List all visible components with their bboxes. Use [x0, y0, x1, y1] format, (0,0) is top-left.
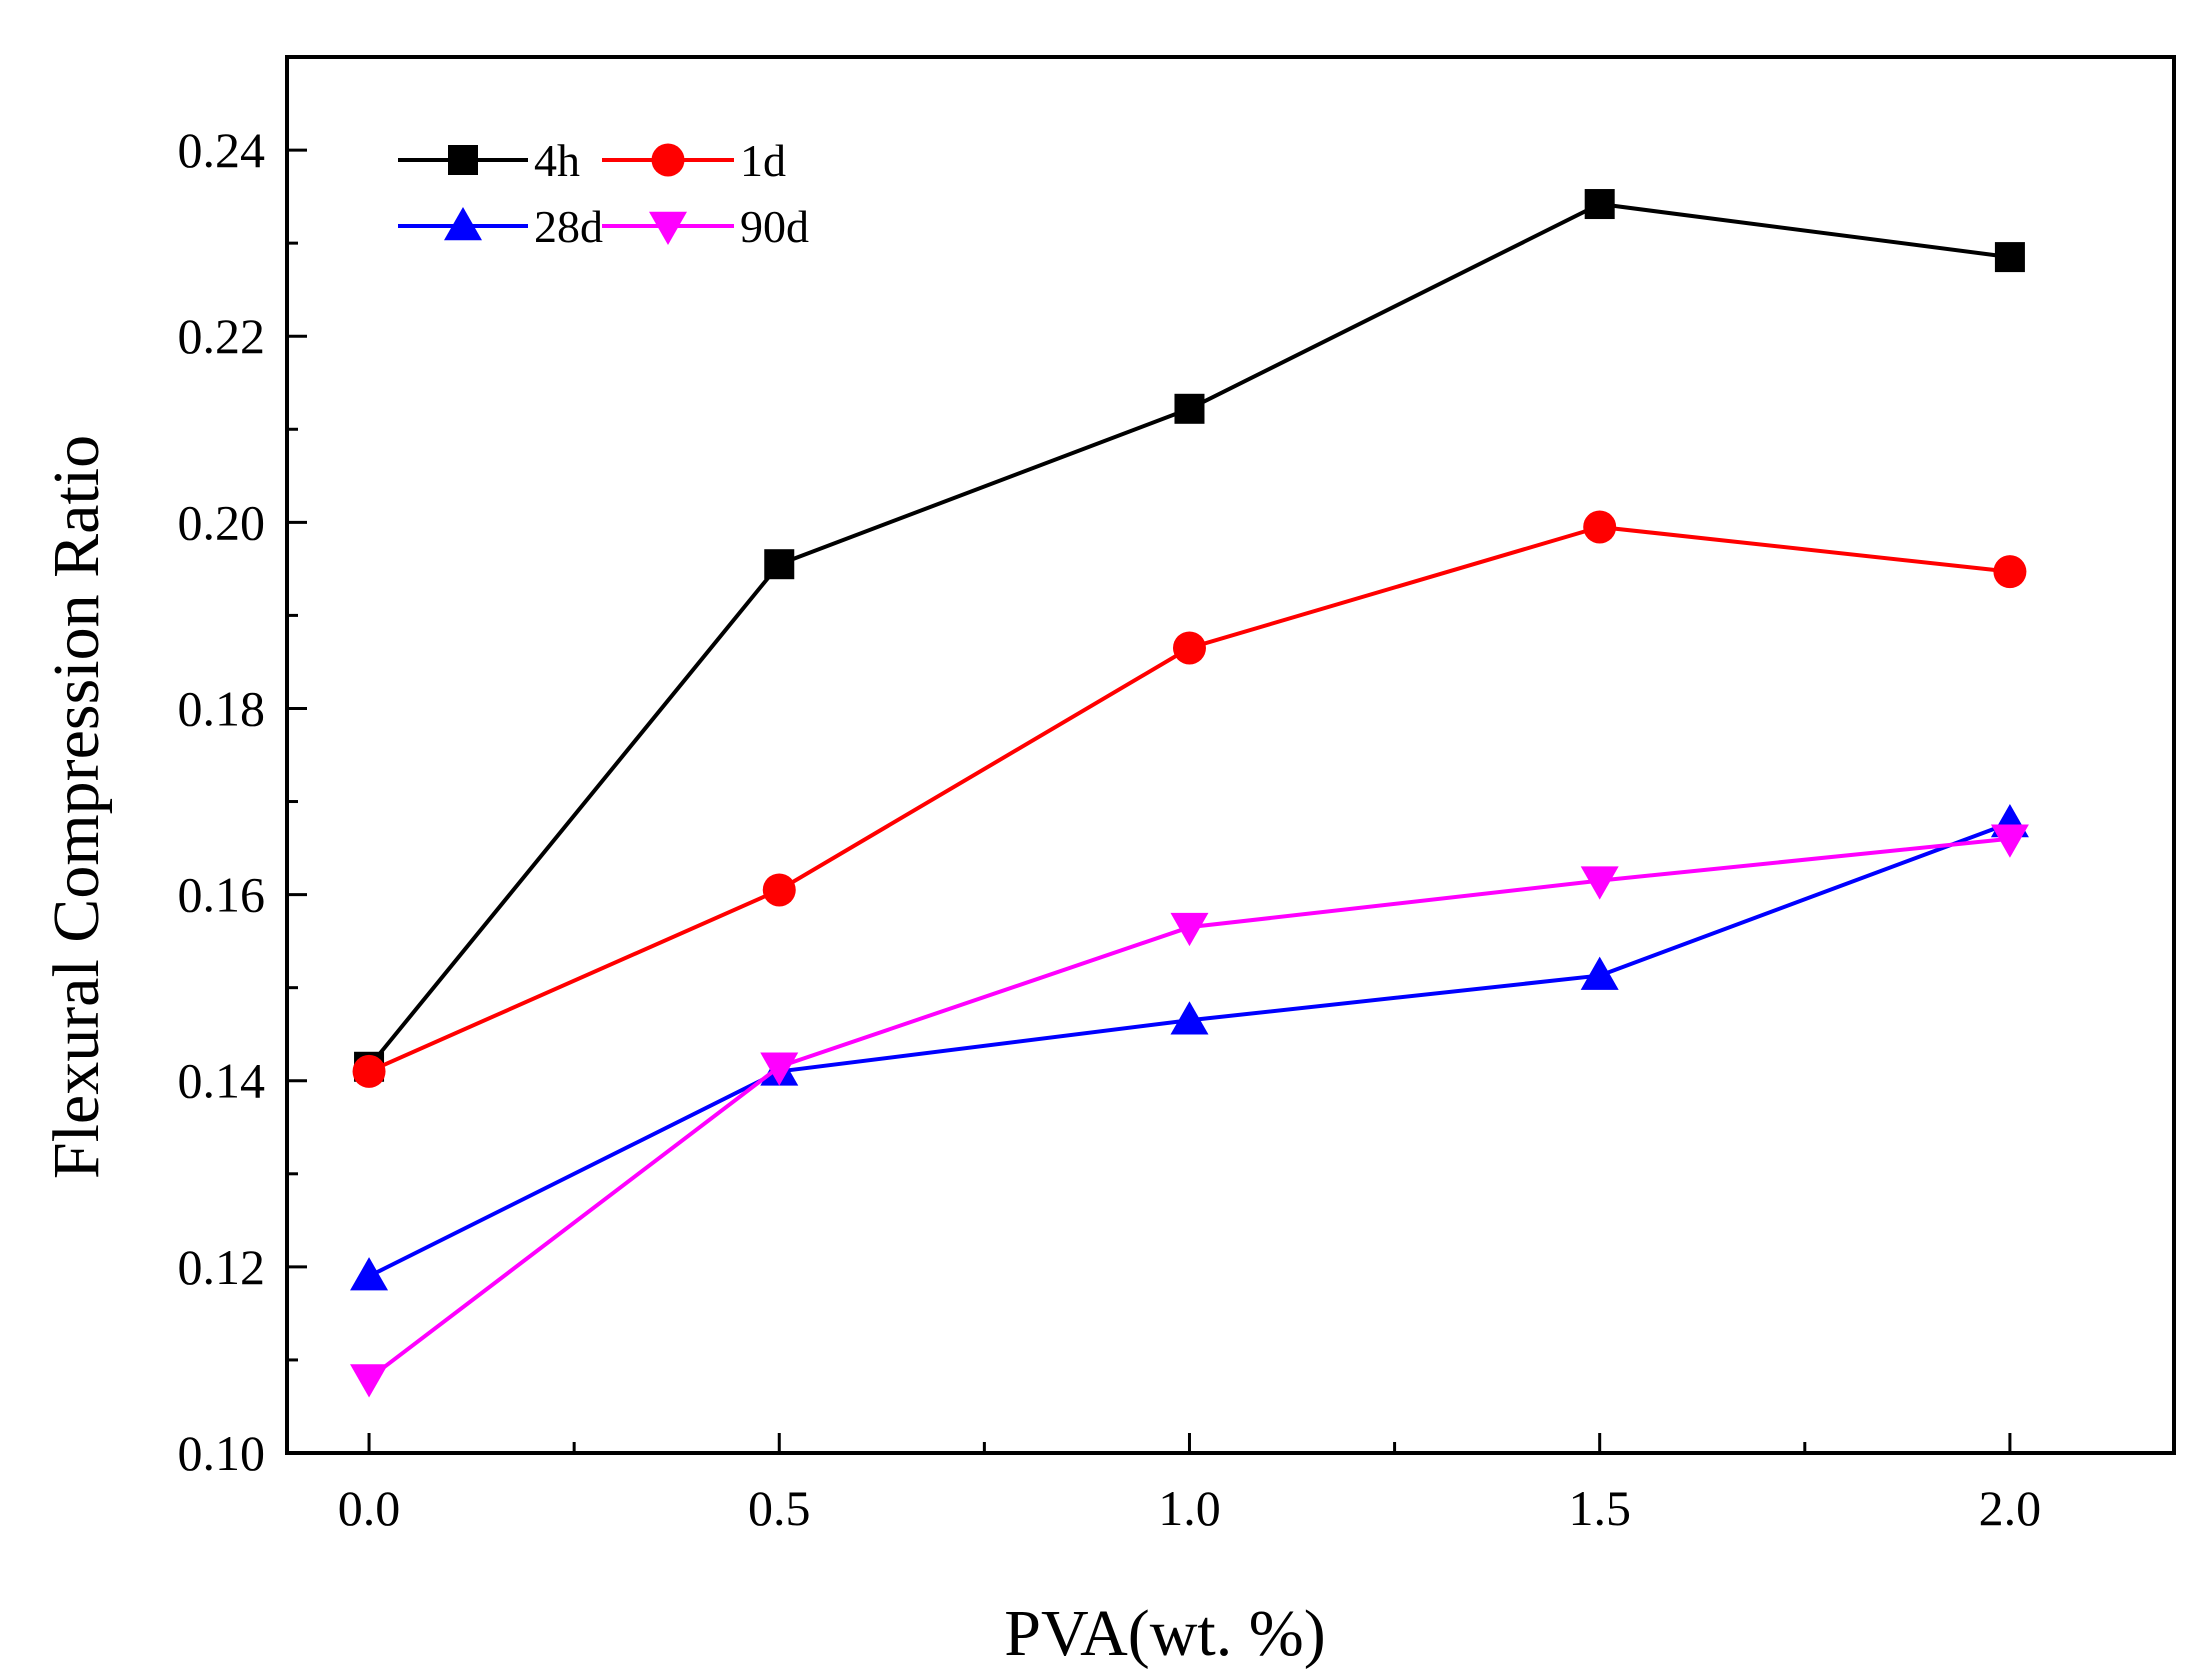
data-point-90d	[350, 1364, 389, 1398]
y-tick-label: 0.20	[178, 494, 266, 550]
data-point-28d	[1170, 1001, 1209, 1035]
data-point-4h	[1994, 242, 2025, 273]
y-axis-title: Flexural Compression Ratio	[40, 435, 113, 1179]
series-layer	[350, 189, 2029, 1398]
legend-item-90d: 90d	[602, 201, 809, 252]
y-tick-label: 0.22	[178, 308, 266, 364]
data-point-90d	[1990, 824, 2029, 858]
data-point-90d	[760, 1052, 799, 1086]
axis-tick-labels: 0.0 0.5 1.0 1.5 2.0 0.10 0.12 0.14 0.16 0.18 0.20 0…	[178, 122, 2042, 1536]
data-point-1d	[1993, 555, 2027, 589]
legend-item-1d: 1d	[602, 135, 786, 186]
y-tick-label: 0.16	[178, 867, 266, 923]
legend-label-90d: 90d	[740, 201, 809, 252]
data-point-28d	[1580, 956, 1619, 990]
series-90d	[350, 824, 2029, 1398]
x-tick-label: 0.0	[338, 1480, 401, 1536]
legend-label-1d: 1d	[740, 135, 786, 186]
data-point-90d	[1580, 866, 1619, 900]
data-point-4h	[764, 549, 795, 580]
series-28d	[350, 803, 2029, 1291]
y-tick-label: 0.18	[178, 680, 266, 736]
legend-marker-4h	[448, 145, 478, 175]
legend-marker-90d	[649, 211, 687, 245]
series-4h	[354, 189, 2025, 1082]
x-tick-label: 0.5	[748, 1480, 811, 1536]
y-tick-label: 0.14	[178, 1053, 266, 1109]
data-point-1d	[1172, 631, 1206, 665]
data-point-4h	[1584, 189, 1615, 220]
legend: 4h 1d 28d 90d	[398, 135, 809, 252]
x-tick-label: 1.5	[1568, 1480, 1631, 1536]
legend-label-4h: 4h	[534, 135, 580, 186]
axis-ticks	[287, 148, 2012, 1455]
legend-item-4h: 4h	[398, 135, 580, 186]
y-tick-label: 0.10	[178, 1425, 266, 1481]
legend-marker-1d	[651, 143, 685, 177]
data-point-90d	[1170, 912, 1209, 947]
x-axis-title: PVA(wt. %)	[1004, 1597, 1325, 1670]
plot-area-frame	[285, 55, 2176, 1455]
series-1d	[352, 510, 2027, 1088]
x-tick-label: 2.0	[1979, 1480, 2042, 1536]
data-point-28d	[350, 1257, 389, 1291]
legend-marker-28d	[444, 207, 482, 241]
y-tick-label: 0.12	[178, 1239, 266, 1295]
data-point-1d	[352, 1054, 386, 1088]
data-point-4h	[1174, 393, 1205, 424]
y-tick-label: 0.24	[178, 122, 266, 178]
legend-item-28d: 28d	[398, 201, 603, 252]
x-tick-label: 1.0	[1158, 1480, 1221, 1536]
data-point-1d	[762, 873, 796, 907]
legend-label-28d: 28d	[534, 201, 603, 252]
data-point-1d	[1583, 510, 1617, 544]
